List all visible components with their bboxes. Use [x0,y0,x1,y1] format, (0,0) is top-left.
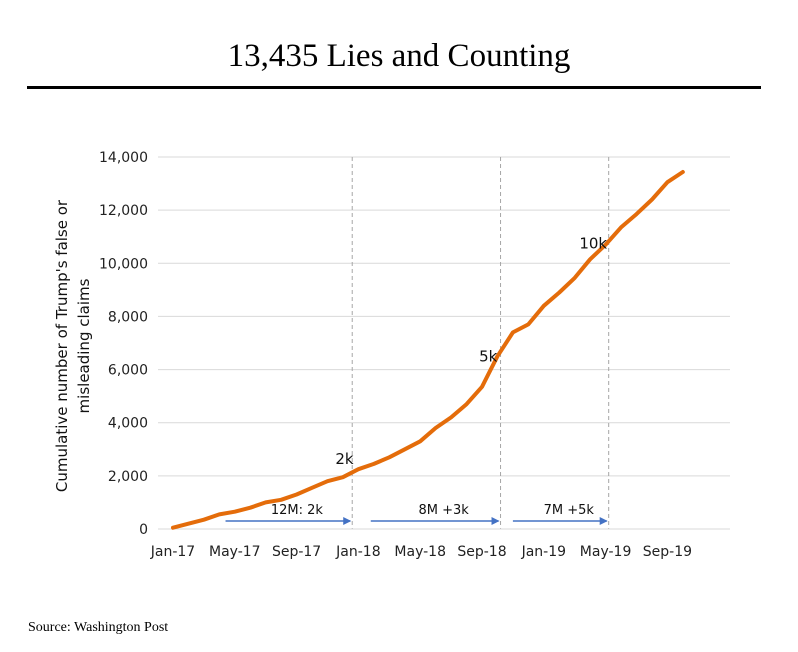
gridlines [158,156,730,477]
y-axis-label-line1: Cumulative number of Trump's false or [53,199,71,492]
series-line [171,170,685,530]
period-arrow-label: 7M +5k [544,503,595,518]
x-tick-label: Jan-18 [335,544,380,560]
source-note: Source: Washington Post [28,620,169,635]
title-rule [27,86,761,89]
y-tick-label: 6,000 [108,363,148,379]
y-axis-label-line2: misleading claims [75,278,93,413]
reference-lines [351,157,610,529]
y-tick-label: 14,000 [99,150,148,166]
x-tick-label: Jan-17 [150,544,195,560]
milestone-label: 10k [579,235,607,253]
line-chart: 0 2,000 4,000 6,000 8,000 10,000 12,000 14,000 J… [53,150,730,560]
annotations: 2k 5k 10k 12M: 2k 8M +3k 7M +5k [225,235,608,525]
axes: 0 2,000 4,000 6,000 8,000 10,000 12,000 14,000 J… [99,150,730,560]
x-tick-label: Sep-17 [272,544,321,560]
y-tick-label: 12,000 [99,203,148,219]
milestone-label: 5k [479,348,498,366]
y-tick-label: 10,000 [99,256,148,272]
y-tick-label: 0 [139,522,148,538]
x-tick-label: Jan-19 [521,544,566,560]
chart-title: 13,435 Lies and Counting [227,38,571,74]
x-tick-label: May-18 [394,544,446,560]
x-tick-label: Sep-18 [457,544,506,560]
series [171,170,685,530]
period-arrow-label: 8M +3k [418,503,469,518]
x-tick-label: May-17 [209,544,261,560]
period-arrow-label: 12M: 2k [271,503,324,518]
y-tick-label: 8,000 [108,309,148,325]
y-tick-label: 4,000 [108,416,148,432]
milestone-label: 2k [335,450,354,468]
x-tick-label: May-19 [580,544,632,560]
y-tick-label: 2,000 [108,469,148,485]
x-tick-label: Sep-19 [643,544,692,560]
